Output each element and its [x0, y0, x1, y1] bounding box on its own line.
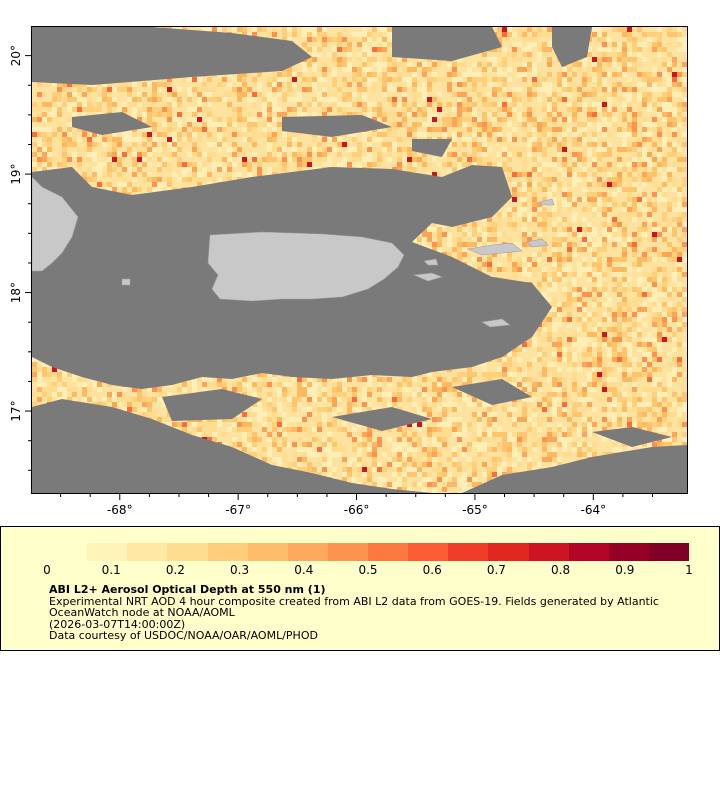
colorbar-segment — [247, 543, 288, 561]
lon-tick-label: -67° — [225, 503, 251, 517]
lon-tick-label: -66° — [344, 503, 370, 517]
lon-tick-label: -65° — [462, 503, 488, 517]
lat-tick-label: 18° — [9, 282, 23, 303]
lat-tick-label: 19° — [9, 163, 23, 184]
colorbar-tick-label: 0.7 — [486, 563, 506, 577]
colorbar-segment — [287, 543, 328, 561]
colorbar-tick-label: 0.8 — [551, 563, 571, 577]
colorbar-segment — [87, 543, 128, 561]
lat-tick-label: 17° — [9, 400, 23, 421]
legend-text: ABI L2+ Aerosol Optical Depth at 550 nm … — [49, 584, 689, 642]
legend-panel: 0 0.1 0.2 0.3 0.4 0.5 0.6 0.7 0.8 0.9 1 ABI L2+ Ae… — [0, 526, 720, 651]
lat-tick-label: 20° — [9, 45, 23, 66]
colorbar-segment — [47, 543, 88, 561]
land-masses — [32, 176, 555, 328]
colorbar-tick-label: 0.2 — [165, 563, 185, 577]
colorbar-tick-label: 1 — [685, 563, 693, 577]
legend-description-line1: Experimental NRT AOD 4 hour composite cr… — [49, 594, 659, 608]
colorbar-segment — [167, 543, 208, 561]
legend-timestamp: (2026-03-07T14:00:00Z) — [49, 617, 186, 631]
colorbar-segment — [408, 543, 449, 561]
map-axes: -68° -67° -66° -65° -64° 17° 18° 19° 20° — [9, 45, 653, 517]
legend-credit: Data courtesy of USDOC/NOAA/OAR/AOML/PHO… — [49, 629, 318, 642]
colorbar-segment — [207, 543, 248, 561]
colorbar-segment — [368, 543, 409, 561]
colorbar-tick-label: 0.5 — [358, 563, 378, 577]
colorbar-tick-label: 0.1 — [101, 563, 121, 577]
colorbar-segment — [488, 543, 529, 561]
colorbar-tick-label: 0.9 — [615, 563, 635, 577]
aod-map — [32, 27, 687, 493]
lon-tick-label: -64° — [580, 503, 606, 517]
colorbar-segment — [448, 543, 489, 561]
colorbar-tick-label: 0.6 — [422, 563, 442, 577]
colorbar-tick-labels: 0 0.1 0.2 0.3 0.4 0.5 0.6 0.7 0.8 0.9 1 — [43, 563, 693, 579]
map-plot-area — [31, 26, 688, 494]
colorbar-tick-label: 0 — [43, 563, 51, 577]
colorbar-tick-label: 0.3 — [230, 563, 250, 577]
lon-tick-label: -68° — [107, 503, 133, 517]
colorbar-tick-label: 0.4 — [294, 563, 314, 577]
colorbar-segment — [327, 543, 368, 561]
colorbar-segment — [127, 543, 168, 561]
legend-description-line2: OceanWatch node at NOAA/AOML — [49, 606, 235, 619]
colorbar-segment — [608, 543, 649, 561]
legend-title: ABI L2+ Aerosol Optical Depth at 550 nm … — [49, 583, 326, 596]
colorbar-segment — [568, 543, 609, 561]
colorbar-segment — [648, 543, 689, 561]
colorbar — [47, 543, 689, 561]
colorbar-segment — [528, 543, 569, 561]
